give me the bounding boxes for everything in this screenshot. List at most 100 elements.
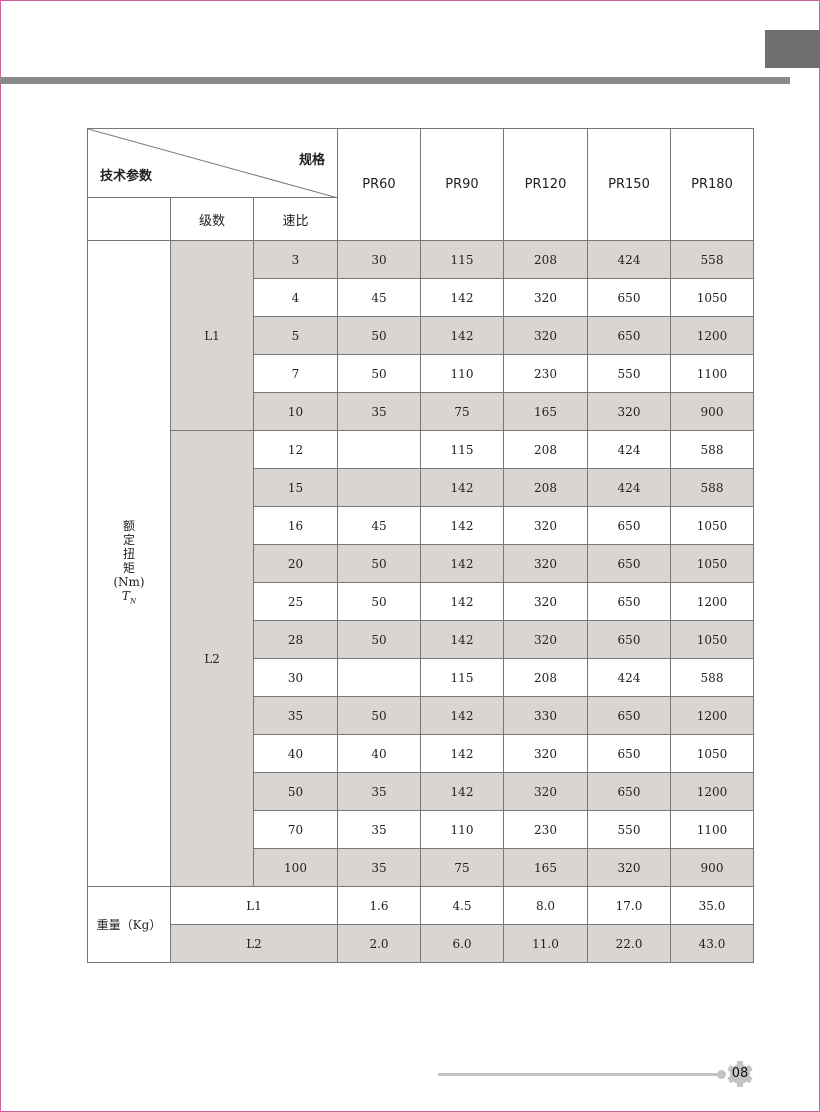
table-row: 70 35 110 230 550 1100 [88,810,754,849]
torque-value-cell: 650 [587,734,671,773]
torque-value-cell: 230 [503,810,588,849]
torque-value-cell: 650 [587,506,671,545]
torque-value-cell: 1050 [670,734,754,773]
torque-value-cell: 558 [670,240,754,279]
torque-label-char: 额 [122,518,135,533]
table-row: L2 12 115 208 424 588 [88,430,754,887]
gear-icon [727,1061,753,1087]
torque-value-cell: 165 [503,848,588,887]
ratio-cell: 25 [253,582,338,621]
torque-spec-table: 技术参数 规格 PR60 PR90 PR120 PR150 PR180 级数 速… [87,128,754,963]
torque-value-cell: 230 [503,354,588,393]
spec-label: 规格 [298,153,325,168]
torque-value-cell: 424 [587,658,671,697]
torque-value-cell: 40 [337,734,421,773]
ratio-cell: 70 [253,810,338,849]
weight-value-cell: 43.0 [670,924,754,963]
weight-value-cell: 8.0 [503,886,588,925]
weight-value-cell: 35.0 [670,886,754,925]
footer-line [438,1073,723,1076]
model-header: PR60 [337,128,421,241]
torque-value-cell: 650 [587,620,671,659]
ratio-cell: 5 [253,316,338,355]
ratio-cell: 3 [253,240,338,279]
ratio-header: 速比 [253,197,338,241]
weight-row: L2 2.0 6.0 11.0 22.0 43.0 [88,924,754,963]
torque-value-cell: 50 [337,544,421,583]
ratio-cell: 12 [253,430,338,469]
torque-value-cell: 650 [587,582,671,621]
torque-value-cell: 650 [587,544,671,583]
model-header: PR150 [587,128,671,241]
torque-value-cell: 650 [587,316,671,355]
torque-value-cell: 208 [503,240,588,279]
torque-value-cell: 1050 [670,544,754,583]
ratio-cell: 28 [253,620,338,659]
torque-value-cell: 424 [587,468,671,507]
ratio-cell: 35 [253,696,338,735]
torque-value-cell [337,468,421,507]
torque-value-cell: 50 [337,582,421,621]
torque-value-cell: 115 [420,658,504,697]
ratio-cell: 7 [253,354,338,393]
weight-row: 重量（Kg） L1 1.6 4.5 8.0 17.0 35.0 [87,886,754,963]
ratio-cell: 10 [253,392,338,431]
torque-value-cell: 142 [420,316,504,355]
torque-value-cell: 208 [503,468,588,507]
ratio-cell: 50 [253,772,338,811]
torque-value-cell: 208 [503,430,588,469]
ratio-cell: 4 [253,278,338,317]
table-row: 40 40 142 320 650 1050 [88,734,754,773]
torque-value-cell: 1100 [670,354,754,393]
weight-value-cell: 11.0 [503,924,588,963]
torque-value-cell: 320 [587,392,671,431]
torque-value-cell: 1050 [670,506,754,545]
torque-value-cell: 1200 [670,772,754,811]
weight-stage-cell: L1 [170,886,338,925]
torque-value-cell: 115 [420,430,504,469]
table-row: 50 35 142 320 650 1200 [88,772,754,811]
torque-value-cell: 45 [337,506,421,545]
ratio-cell: 100 [253,848,338,887]
torque-value-cell: 1050 [670,278,754,317]
page-number: 08 [731,1066,749,1081]
torque-value-cell: 142 [420,772,504,811]
torque-value-cell: 50 [337,354,421,393]
empty-header-cell [87,197,171,241]
torque-value-cell: 650 [587,772,671,811]
torque-value-cell: 50 [337,696,421,735]
torque-value-cell: 115 [420,240,504,279]
torque-value-cell: 320 [503,620,588,659]
torque-value-cell: 320 [503,544,588,583]
torque-value-cell: 900 [670,848,754,887]
torque-value-cell: 142 [420,734,504,773]
torque-value-cell: 550 [587,810,671,849]
table-row: 额定扭矩 (Nm) TN L1 3 30 115 208 424 558 [87,240,754,887]
weight-value-cell: 17.0 [587,886,671,925]
torque-label-cell: 额定扭矩 (Nm) TN [87,240,171,887]
torque-value-cell: 550 [587,354,671,393]
torque-value-cell: 650 [587,696,671,735]
torque-value-cell: 142 [420,696,504,735]
corner-tab [765,30,820,68]
weight-stage-cell: L2 [170,924,338,963]
torque-value-cell: 588 [670,468,754,507]
torque-value-cell: 142 [420,278,504,317]
torque-value-cell: 142 [420,468,504,507]
ratio-cell: 40 [253,734,338,773]
stage-header: 级数 [170,197,254,241]
table-row: 5 50 142 320 650 1200 [88,316,754,355]
torque-value-cell: 142 [420,506,504,545]
table-row: 15 142 208 424 588 [88,468,754,507]
torque-value-cell: 165 [503,392,588,431]
torque-value-cell: 208 [503,658,588,697]
stage-cell: L1 [170,240,254,431]
model-header: PR120 [503,128,588,241]
torque-symbol-sub: N [129,597,137,606]
torque-value-cell: 330 [503,696,588,735]
torque-value-cell: 35 [337,772,421,811]
weight-value-cell: 22.0 [587,924,671,963]
weight-label-cell: 重量（Kg） [87,886,171,963]
model-header: PR180 [670,128,754,241]
torque-value-cell: 1200 [670,582,754,621]
